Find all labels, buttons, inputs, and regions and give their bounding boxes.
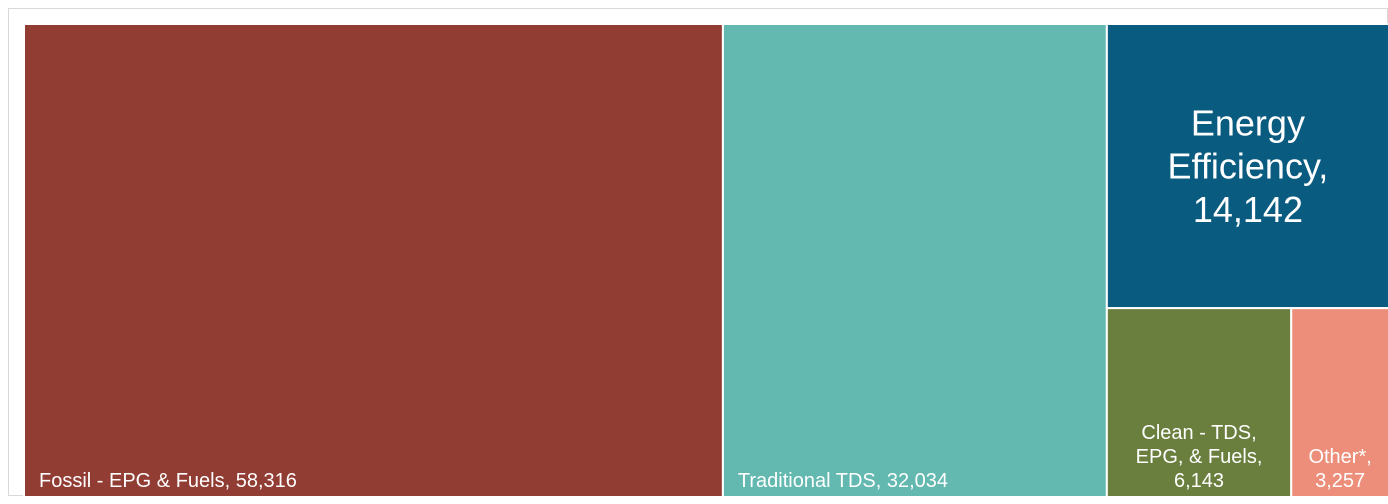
tile-label-line: 14,142 — [1193, 189, 1303, 230]
tile-label-fossil-epg-fuels: Fossil - EPG & Fuels, 58,316 — [39, 470, 297, 492]
tile-energy-efficiency: Energy Efficiency, 14,142 — [1105, 23, 1388, 310]
tile-label-other: Other*, 3,257 — [1308, 446, 1371, 492]
tile-rect-energy-efficiency — [1105, 23, 1388, 310]
tile-label-line: Other*, — [1308, 446, 1371, 468]
tile-label-line: Efficiency, — [1168, 146, 1329, 187]
tile-label-line: Energy — [1191, 102, 1305, 143]
tile-fossil-epg-fuels: Fossil - EPG & Fuels, 58,316 — [23, 23, 724, 497]
tile-label-clean-tds-epg-fuels: Clean - TDS, EPG, & Fuels, 6,143 — [1136, 422, 1263, 492]
tile-rect-fossil-epg-fuels — [23, 23, 724, 497]
tile-rect-other — [1290, 307, 1388, 497]
tile-rect-clean-tds-epg-fuels — [1105, 307, 1293, 497]
tile-label-line: 3,257 — [1315, 470, 1365, 492]
tile-other: Other*, 3,257 — [1290, 307, 1388, 497]
tile-label-line: Clean - TDS, — [1141, 422, 1256, 444]
tile-label-line: Traditional TDS, 32,034 — [738, 470, 948, 492]
tile-label-traditional-tds: Traditional TDS, 32,034 — [738, 470, 948, 492]
chart-frame: Fossil - EPG & Fuels, 58,316 Traditional … — [8, 8, 1388, 497]
tile-label-energy-efficiency: Energy Efficiency, 14,142 — [1168, 102, 1329, 229]
tile-clean-tds-epg-fuels: Clean - TDS, EPG, & Fuels, 6,143 — [1105, 307, 1293, 497]
tile-rect-traditional-tds — [721, 23, 1108, 497]
treemap-chart: Fossil - EPG & Fuels, 58,316 Traditional … — [23, 23, 1388, 497]
tile-traditional-tds: Traditional TDS, 32,034 — [721, 23, 1108, 497]
tile-label-line: 6,143 — [1174, 470, 1224, 492]
tile-label-line: EPG, & Fuels, — [1136, 446, 1263, 468]
tile-label-line: Fossil - EPG & Fuels, 58,316 — [39, 470, 297, 492]
